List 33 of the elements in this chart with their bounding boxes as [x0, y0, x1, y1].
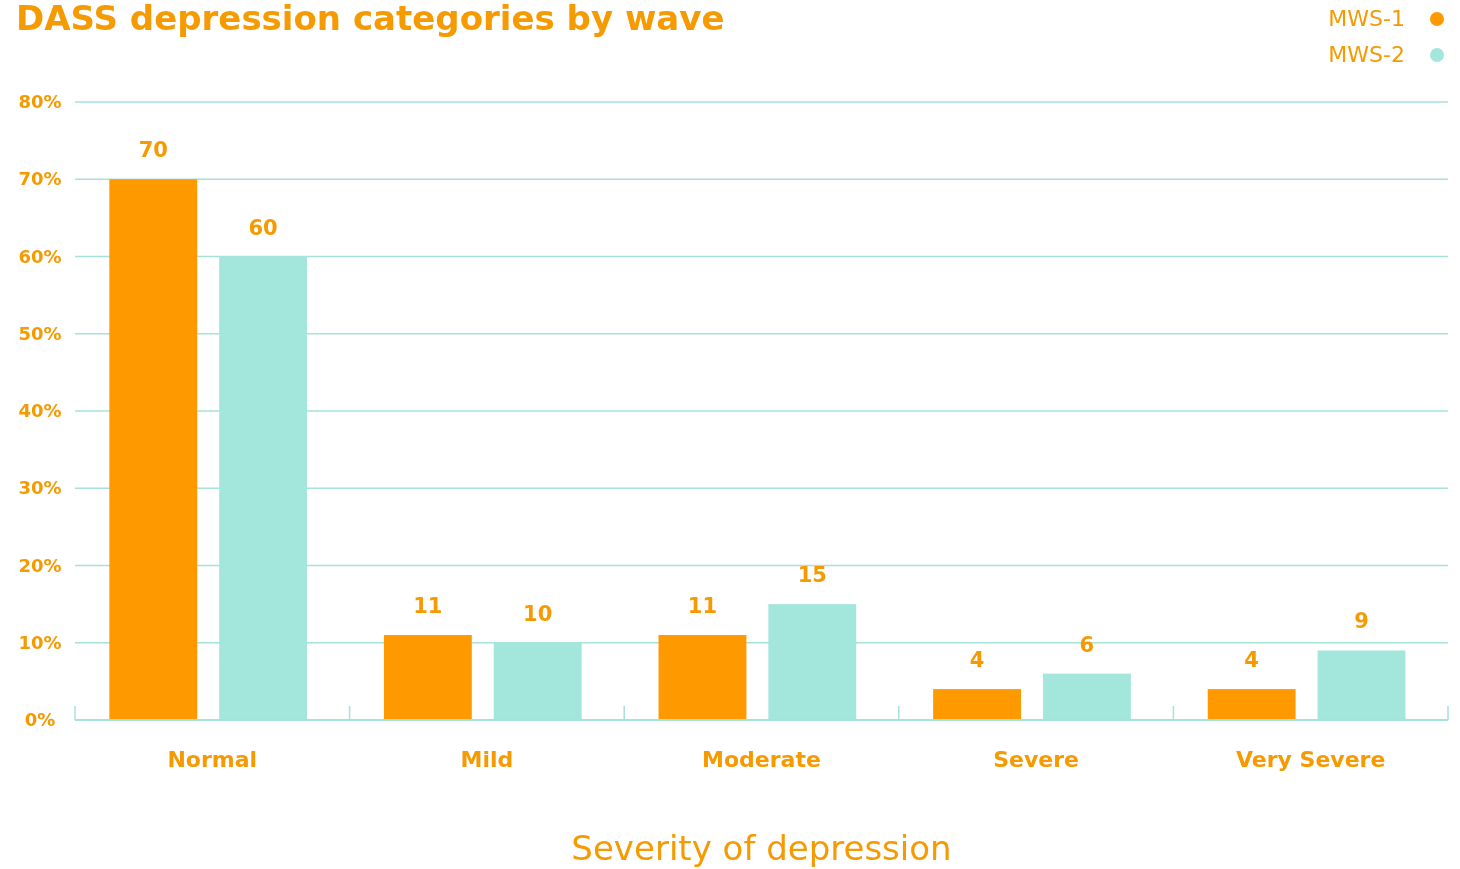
legend-label: MWS-2: [1328, 42, 1405, 67]
data-label: 10: [523, 601, 553, 626]
bar: [658, 635, 747, 720]
x-tick-label: Severe: [993, 747, 1080, 772]
chart-title: DASS depression categories by wave: [16, 0, 725, 38]
y-tick-label: 50%: [18, 322, 62, 344]
x-tick-label: Moderate: [702, 747, 821, 772]
data-label: 4: [1244, 648, 1259, 673]
x-tick-label: Normal: [167, 747, 258, 772]
y-tick-label: 10%: [18, 631, 62, 653]
y-tick-label: 0%: [24, 709, 56, 730]
y-tick-label: 70%: [18, 168, 62, 190]
x-axis-title: Severity of depression: [571, 828, 952, 868]
y-tick-label: 40%: [18, 400, 62, 421]
y-tick-label: 60%: [18, 245, 62, 267]
data-label: 60: [248, 215, 278, 240]
data-label: 70: [138, 138, 168, 163]
bar: [109, 179, 198, 720]
bar: [933, 689, 1021, 720]
bar: [383, 635, 472, 720]
x-tick-label: Mild: [460, 747, 514, 772]
data-label: 9: [1354, 609, 1369, 634]
y-tick-label: 80%: [18, 91, 62, 112]
legend-label: MWS-1: [1328, 6, 1405, 31]
data-label: 6: [1079, 632, 1095, 657]
data-label: 15: [797, 563, 827, 588]
y-tick-label: 20%: [18, 554, 62, 576]
data-label: 11: [687, 594, 718, 619]
bar: [1207, 689, 1296, 720]
y-tick-label: 30%: [18, 477, 62, 499]
data-label: 4: [969, 648, 985, 673]
data-label: 11: [413, 594, 443, 619]
x-tick-label: Very Severe: [1236, 747, 1386, 772]
